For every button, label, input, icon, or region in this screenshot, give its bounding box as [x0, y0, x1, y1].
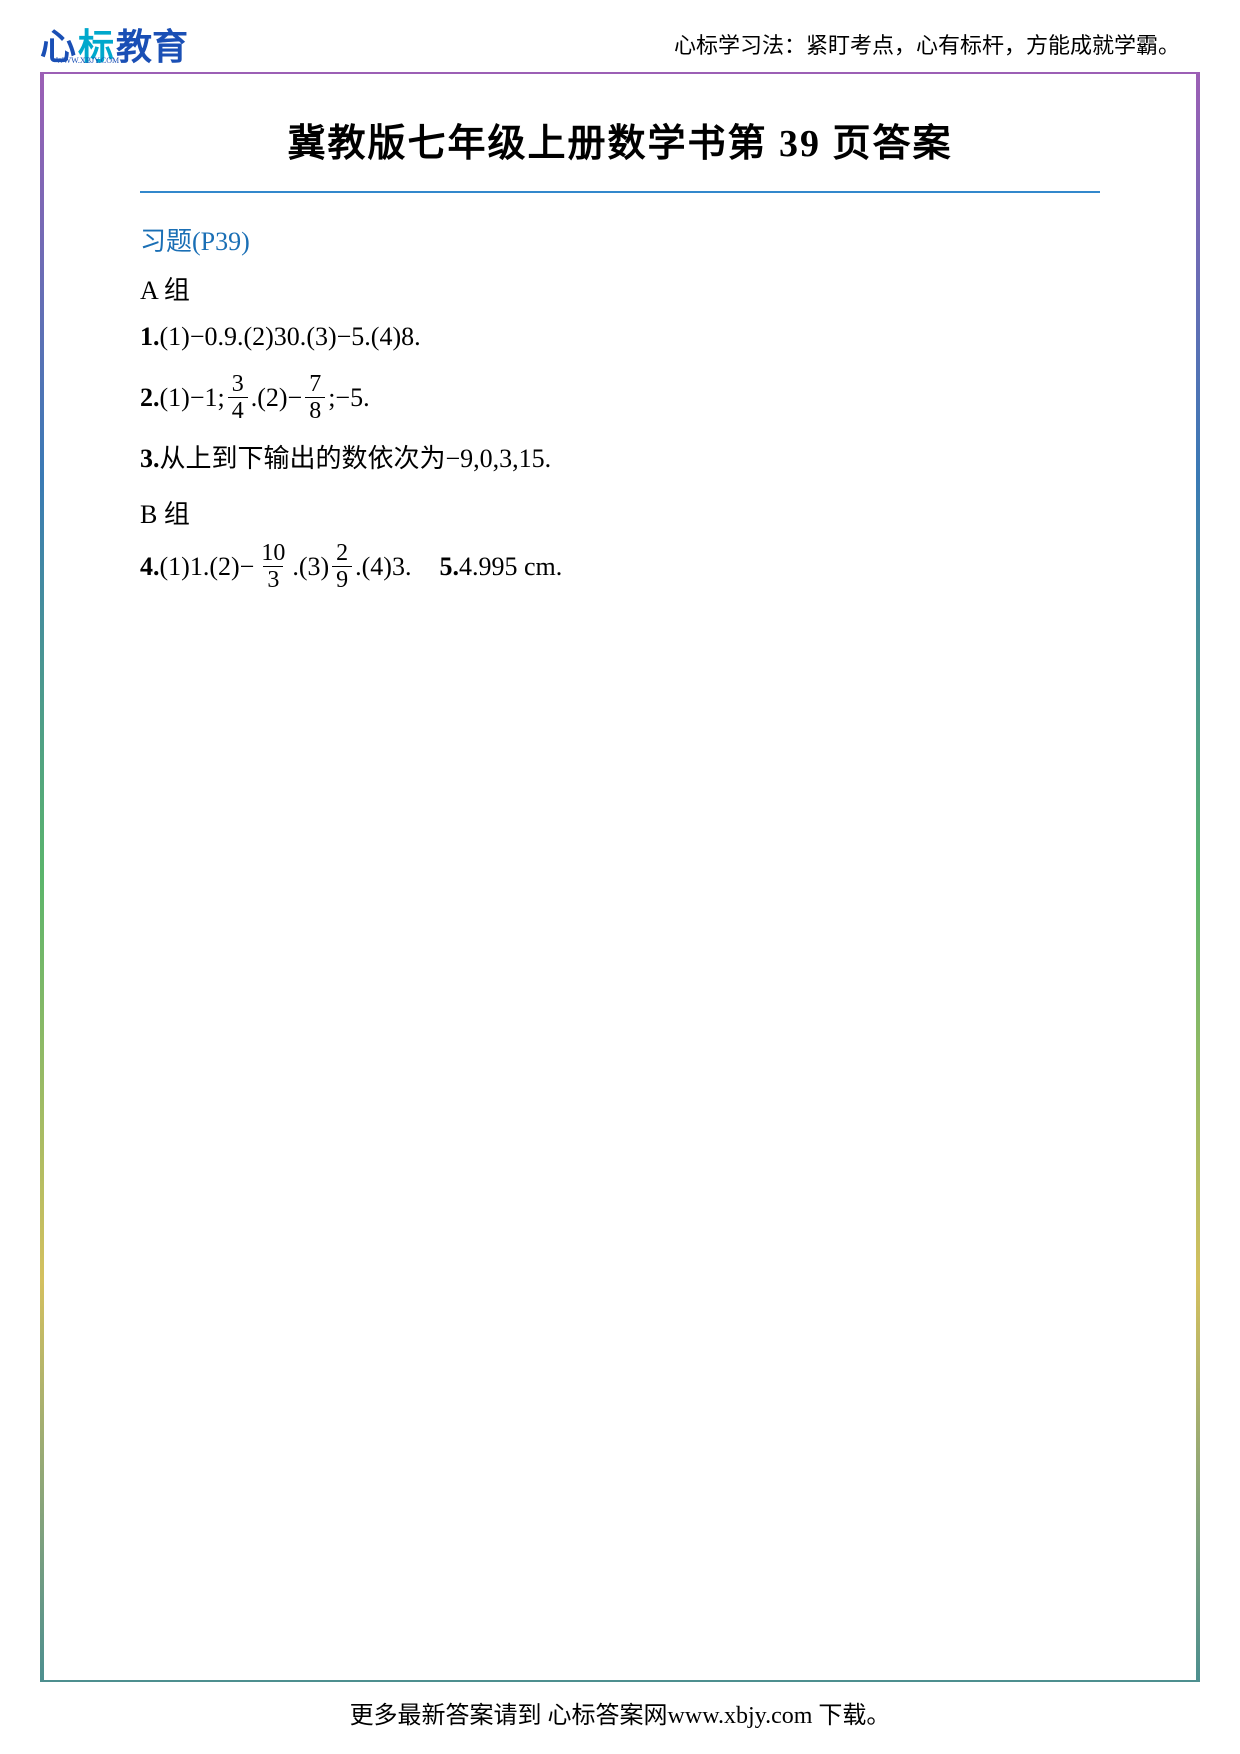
q5-text: 4.995 cm.: [459, 547, 562, 586]
q1-p3: (3)−5.: [306, 317, 370, 356]
q2-p1-fraction: 3 4: [228, 372, 248, 423]
q4-p3-num: 2: [332, 541, 352, 566]
answer-q4-q5: 4. (1)1. (2)− 10 3 . (3) 2 9 . (4)3. 5. …: [140, 541, 1100, 592]
group-a-label: A 组: [140, 270, 1100, 307]
answer-q2: 2. (1)−1; 3 4 . (2)− 7 8 ;−5.: [140, 372, 1100, 423]
slogan-text: 心标学习法：紧盯考点，心有标杆，方能成就学霸。: [674, 28, 1180, 60]
page-title: 冀教版七年级上册数学书第 39 页答案: [140, 112, 1100, 193]
q2-p2-den: 8: [305, 397, 325, 423]
page-footer: 更多最新答案请到 心标答案网www.xbjy.com 下载。: [0, 1695, 1240, 1730]
q2-p2-fraction: 7 8: [305, 372, 325, 423]
q3-prefix: 3.: [140, 439, 160, 478]
q1-p1: (1)−0.9.: [160, 317, 244, 356]
q2-p1: (1)−1; 3 4 .: [160, 372, 258, 423]
q2-prefix: 2.: [140, 378, 160, 417]
answer-q3: 3. 从上到下输出的数依次为−9,0,3,15.: [140, 439, 1100, 478]
q4-p2-num: 10: [257, 541, 289, 566]
q3-text: 从上到下输出的数依次为−9,0,3,15.: [160, 439, 552, 478]
q1-p2: (2)30.: [243, 317, 306, 356]
q1-prefix: 1.: [140, 317, 160, 356]
q4-p2-fraction: 10 3: [257, 541, 289, 592]
q4-p3-fraction: 2 9: [332, 541, 352, 592]
logo-url: WWW.XBJY.COM: [56, 56, 119, 65]
q4-p3-text: (3): [299, 547, 329, 586]
q4-p1: (1)1.: [160, 547, 210, 586]
q1-p4: (4)8.: [371, 317, 421, 356]
section-header: 习题(P39): [140, 221, 1100, 258]
q4-p2-text: (2)−: [209, 547, 254, 586]
q2-p1-den: 4: [228, 397, 248, 423]
q5-prefix: 5.: [439, 547, 459, 586]
content-area: 冀教版七年级上册数学书第 39 页答案 习题(P39) A 组 1. (1)−0…: [40, 72, 1200, 1682]
q2-p2-num: 7: [305, 372, 325, 397]
q4-prefix: 4.: [140, 547, 160, 586]
q2-p1-text: (1)−1;: [160, 378, 225, 417]
q2-p2-text: (2)−: [257, 378, 302, 417]
q4-p4: (4)3.: [362, 547, 412, 586]
q4-p2: (2)− 10 3 .: [209, 541, 298, 592]
answer-q1: 1. (1)−0.9. (2)30. (3)−5. (4)8.: [140, 317, 1100, 356]
q2-p2: (2)− 7 8 ;−5.: [257, 372, 369, 423]
page-header: 心 标 教育 WWW.XBJY.COM 心标学习法：紧盯考点，心有标杆，方能成就…: [0, 0, 1240, 82]
logo-text-3: 教育: [116, 18, 188, 70]
logo: 心 标 教育 WWW.XBJY.COM: [40, 18, 188, 70]
q4-p3: (3) 2 9 .: [299, 541, 362, 592]
q4-p3-den: 9: [332, 566, 352, 592]
q2-p1-num: 3: [228, 372, 248, 397]
group-b-label: B 组: [140, 494, 1100, 531]
q2-p2-suffix: ;−5.: [328, 378, 369, 417]
q4-p2-den: 3: [263, 566, 283, 592]
